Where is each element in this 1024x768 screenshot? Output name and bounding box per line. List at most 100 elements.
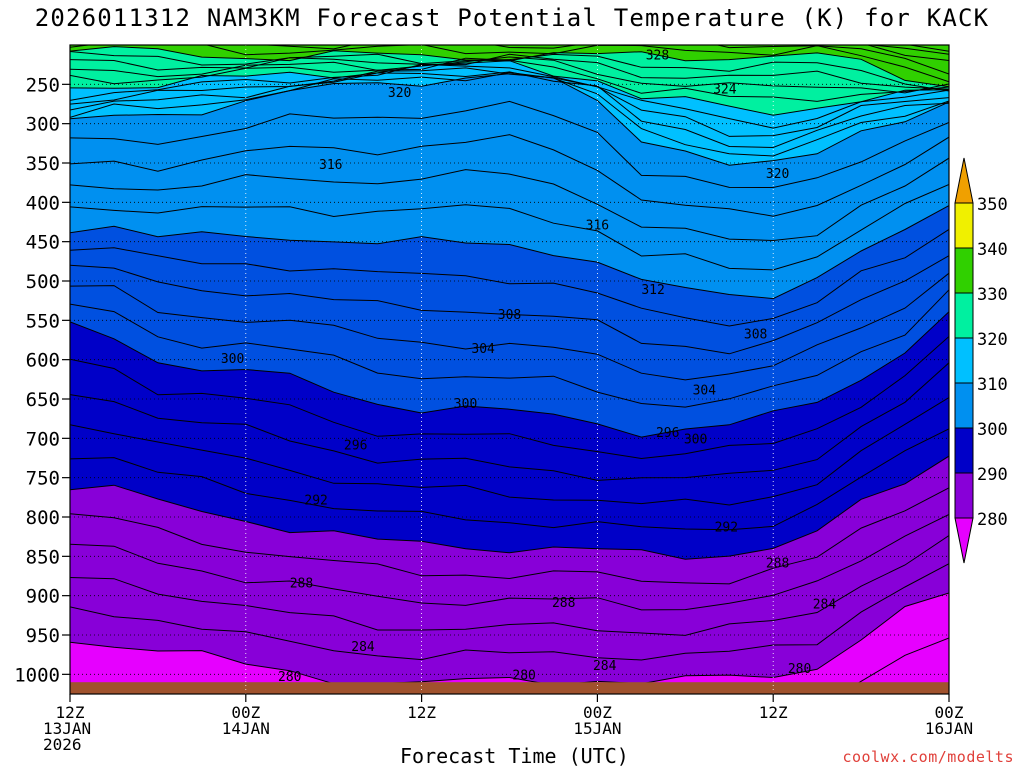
contour-label: 316: [586, 218, 609, 233]
contour-line-304: [70, 272, 949, 381]
colorbar-band: [954, 247, 974, 294]
contour-line-326: [70, 67, 949, 137]
contour-line-284: [70, 535, 949, 636]
contour-line-306: [70, 255, 949, 355]
y-axis: 250 300 350 400 450 500 550 600 650 700 750 800 850 9…: [14, 74, 70, 686]
x-tick-label: 00Z: [583, 703, 612, 722]
contour-line-340: [70, 46, 949, 88]
contour-lines: [70, 45, 949, 694]
y-tick-label: 350: [26, 153, 60, 175]
colorbar-band: [954, 337, 974, 384]
x-tick-label: 16JAN: [925, 719, 973, 738]
y-tick-label: 750: [26, 468, 60, 490]
contour-line-282: [70, 563, 949, 661]
contour-label: 300: [221, 352, 244, 367]
colorbar-label: 330: [977, 285, 1008, 305]
contour-line-316: [70, 134, 949, 217]
contour-label: 324: [713, 82, 737, 97]
contour-line-328: [70, 63, 949, 129]
contour-line-312: [70, 184, 949, 271]
contour-line-336: [70, 53, 949, 90]
credit-text: coolwx.com/modelts: [842, 748, 1014, 766]
x-tick-label: 00Z: [231, 703, 260, 722]
contour-label: 280: [788, 662, 811, 677]
ground-layer: [70, 682, 949, 694]
contour-label: 312: [641, 283, 664, 298]
contour-line-338: [70, 51, 949, 92]
contour-label: 292: [715, 520, 738, 535]
x-tick-label: 14JAN: [222, 719, 270, 738]
y-tick-label: 500: [26, 271, 60, 293]
contour-line-298: [70, 336, 949, 460]
y-tick-label: 300: [26, 114, 60, 136]
contour-line-292: [70, 428, 949, 531]
chart-title: 2026011312 NAM3KM Forecast Potential Tem…: [34, 4, 990, 32]
contour-label: 284: [813, 598, 837, 613]
contour-line-322: [70, 71, 949, 157]
contour-label: 304: [693, 384, 717, 399]
x-tick-label: 12Z: [56, 703, 85, 722]
contour-label: 328: [646, 48, 669, 63]
contour-label: 320: [766, 167, 789, 182]
x-tick-label: 13JAN: [43, 719, 91, 738]
y-tick-label: 700: [26, 428, 60, 450]
x-tick-label: 00Z: [935, 703, 964, 722]
contour-line-308: [70, 228, 949, 327]
plot-frame: [69, 44, 950, 695]
colorbar-label: 280: [977, 510, 1008, 530]
x-tick-label: 12Z: [407, 703, 436, 722]
contour-fills: [70, 45, 949, 694]
y-tick-label: 850: [26, 546, 60, 568]
colorbar-label: 340: [977, 240, 1008, 260]
y-tick-label: 1000: [14, 664, 60, 686]
colorbar-label: 290: [977, 465, 1008, 485]
colorbar-label: 300: [977, 420, 1008, 440]
contour-line-334: [70, 56, 949, 94]
contour-label: 288: [766, 557, 789, 572]
colorbar-label: 350: [977, 195, 1008, 215]
y-tick-label: 650: [26, 389, 60, 411]
contour-line-342: [70, 45, 949, 83]
ground-fill: [70, 682, 949, 694]
contour-line-280: [70, 592, 949, 686]
y-tick-label: 800: [26, 507, 60, 529]
colorbar-band: [954, 202, 974, 249]
colorbar-label: 320: [977, 330, 1008, 350]
contour-line-288: [70, 487, 949, 585]
contour-line-352: [904, 45, 917, 46]
colorbar-over-arrow: [954, 157, 974, 204]
contour-line-294: [70, 397, 949, 506]
colorbar-band: [954, 292, 974, 339]
colorbar-band: [954, 472, 974, 519]
contour-label: 300: [684, 432, 707, 447]
contour-line-296: [70, 362, 949, 481]
x-tick-label: 12Z: [759, 703, 788, 722]
contour-label: 320: [388, 86, 411, 101]
contour-label: 292: [304, 494, 327, 509]
y-tick-label: 950: [26, 625, 60, 647]
x-axis-label: Forecast Time (UTC): [400, 744, 629, 768]
contour-label: 296: [344, 439, 367, 454]
contour-line-286: [70, 513, 949, 611]
contour-label: 316: [319, 158, 342, 173]
contour-label: 308: [744, 328, 767, 343]
contour-line-318: [70, 100, 949, 189]
contour-label: 304: [471, 342, 495, 357]
colorbar-label: 310: [977, 375, 1008, 395]
contour-label: 288: [552, 596, 575, 611]
contour-labels: 328 324 320 320 316 316 312 308 308 304 304 300 300 3…: [221, 48, 837, 684]
contour-line-344: [258, 45, 949, 75]
contour-label: 284: [351, 640, 375, 655]
x-tick-label: 15JAN: [573, 719, 621, 738]
contour-label: 300: [454, 397, 477, 412]
contour-line-324: [70, 71, 949, 149]
contour-label: 284: [593, 659, 617, 674]
contour-line-290: [70, 455, 949, 560]
contour-label: 280: [278, 670, 301, 685]
contour-line-332: [70, 57, 949, 102]
contour-line-310: [70, 205, 949, 300]
colorbar-band: [954, 427, 974, 474]
y-tick-label: 400: [26, 192, 60, 214]
colorbar-under-arrow: [954, 517, 974, 564]
